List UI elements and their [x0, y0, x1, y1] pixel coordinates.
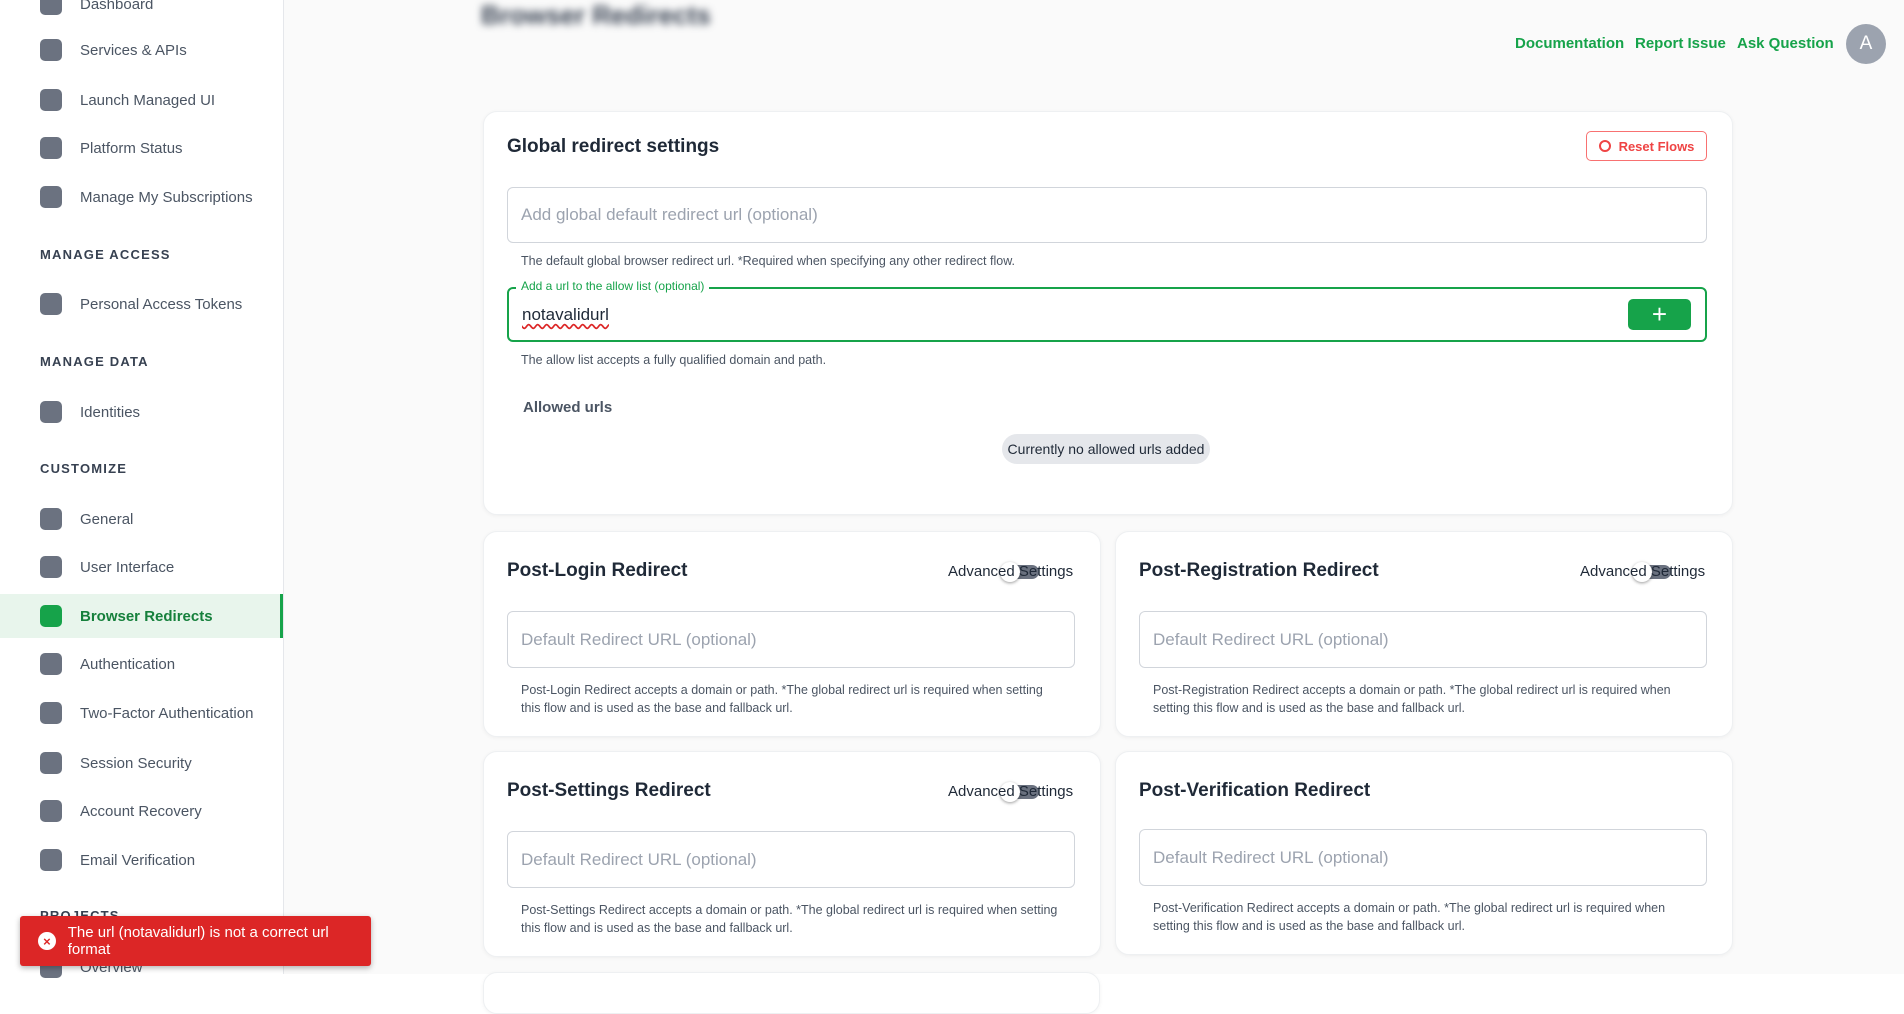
card-title: Post-Verification Redirect	[1139, 780, 1371, 801]
nav-item[interactable]: Services & APIs	[0, 28, 283, 72]
nav-item[interactable]: User Interface	[0, 545, 283, 589]
nav-icon	[40, 556, 62, 578]
nav-item[interactable]: Two-Factor Authentication	[0, 691, 283, 735]
nav-label: General	[80, 510, 134, 528]
helper-text: The default global browser redirect url.…	[521, 254, 1016, 268]
empty-pill: Currently no allowed urls added	[1002, 434, 1210, 464]
sidebar: Dashboard Services & APIs Launch Managed U…	[0, 0, 284, 978]
toggle-label: Advanced Settings	[948, 783, 1074, 800]
nav-icon	[40, 702, 62, 724]
header-link[interactable]: Ask Question	[1737, 35, 1834, 52]
nav-label: Authentication	[80, 655, 176, 673]
toast-message: The url (notavalidurl) is not a correct …	[67, 924, 329, 958]
toggle-label: Advanced Settings	[948, 563, 1074, 580]
nav-icon	[40, 653, 62, 675]
redirect-card: Post-Registration Redirect Advanced Setti…	[1115, 531, 1733, 737]
nav-item[interactable]: Manage My Subscriptions	[0, 175, 283, 219]
url-input[interactable]: Default Redirect URL (optional)	[507, 831, 1075, 888]
nav-icon	[40, 137, 62, 159]
nav-icon	[40, 89, 62, 111]
nav-icon	[40, 605, 62, 627]
nav-label: Launch Managed UI	[80, 91, 216, 109]
nav-label: Session Security	[80, 754, 192, 772]
nav-heading: MANAGE DATA	[40, 354, 149, 369]
helper-text: Post-Verification Redirect accepts a dom…	[1153, 901, 1666, 933]
toggle[interactable]	[1000, 562, 1039, 582]
nav-item[interactable]: Email Verification	[0, 838, 283, 882]
floating-label: Add a url to the allow list (optional)	[516, 279, 710, 293]
nav-item[interactable]: Session Security	[0, 741, 283, 785]
nav-label: Identities	[80, 403, 141, 421]
allow-input[interactable]: notavalidurl	[507, 287, 1707, 342]
nav-label: Platform Status	[80, 139, 183, 157]
nav-label: Two-Factor Authentication	[80, 704, 254, 722]
nav-icon	[40, 401, 62, 423]
nav-item[interactable]: Identities	[0, 390, 283, 434]
card-title: Post-Registration Redirect	[1139, 560, 1379, 581]
nav-label: User Interface	[80, 558, 175, 576]
nav-icon	[40, 0, 62, 15]
redirect-card: Post-Settings Redirect Advanced Settings D…	[483, 751, 1101, 957]
nav-label: Account Recovery	[80, 802, 202, 820]
nav-icon	[40, 293, 62, 315]
nav-item[interactable]: Dashboard	[0, 0, 283, 26]
nav-item[interactable]: Launch Managed UI	[0, 78, 283, 122]
toast: × The url (notavalidurl) is not a correc…	[20, 916, 371, 966]
reset-label: Reset Flows	[1618, 138, 1695, 154]
helper-text: Post-Registration Redirect accepts a dom…	[1153, 683, 1671, 715]
nav-label: Email Verification	[80, 851, 196, 869]
main: Browser Redirects Documentation Report Is…	[284, 0, 1904, 1014]
header-link[interactable]: Documentation	[1515, 35, 1625, 52]
section-title: Allowed urls	[523, 399, 613, 416]
nav-label: Manage My Subscriptions	[80, 188, 253, 206]
nav-icon	[40, 508, 62, 530]
toggle[interactable]	[1632, 562, 1671, 582]
add-button[interactable]: +	[1628, 299, 1691, 330]
card-title: Post-Login Redirect	[507, 560, 688, 581]
nav-heading: CUSTOMIZE	[40, 461, 128, 476]
nav-item[interactable]: Platform Status	[0, 126, 283, 170]
nav-icon	[40, 800, 62, 822]
nav-label: Personal Access Tokens	[80, 295, 243, 313]
helper-text: The allow list accepts a fully qualified…	[521, 353, 827, 367]
nav-label: Dashboard	[80, 0, 154, 13]
nav-icon	[40, 752, 62, 774]
redirect-card: Post-Login Redirect Advanced Settings Defa…	[483, 531, 1101, 737]
nav-icon	[40, 39, 62, 61]
card-title: Post-Settings Redirect	[507, 780, 711, 801]
url-input[interactable]: Default Redirect URL (optional)	[507, 611, 1075, 668]
redirect-card: Post-Verification Redirect Default Redire…	[1115, 751, 1733, 955]
page-title: Browser Redirects	[481, 0, 711, 30]
nav-item[interactable]: Authentication	[0, 642, 283, 686]
reset-button[interactable]: Reset Flows	[1586, 131, 1707, 161]
nav-label: Services & APIs	[80, 41, 187, 59]
avatar[interactable]: A	[1846, 24, 1886, 64]
global-card: Global redirect settings Reset Flows Add…	[483, 111, 1733, 515]
toggle-label: Advanced Settings	[1580, 563, 1706, 580]
header-link[interactable]: Report Issue	[1635, 35, 1726, 52]
helper-text: Post-Settings Redirect accepts a domain …	[521, 903, 1058, 935]
url-input[interactable]: Default Redirect URL (optional)	[1139, 611, 1707, 668]
nav-icon	[40, 849, 62, 871]
nav-heading: MANAGE ACCESS	[40, 247, 171, 262]
nav-label: Browser Redirects	[80, 607, 213, 625]
nav-item[interactable]: Browser Redirects	[0, 594, 283, 638]
nav-icon	[40, 186, 62, 208]
helper-text: Post-Login Redirect accepts a domain or …	[521, 683, 1043, 715]
card-partial	[483, 972, 1100, 1014]
url-input[interactable]: Default Redirect URL (optional)	[1139, 829, 1707, 886]
nav-item[interactable]: Account Recovery	[0, 789, 283, 833]
global-input[interactable]: Add global default redirect url (optiona…	[507, 187, 1707, 243]
nav-item[interactable]: General	[0, 497, 283, 541]
card-title: Global redirect settings	[507, 136, 720, 157]
toggle[interactable]	[1000, 782, 1039, 802]
nav-item[interactable]: Personal Access Tokens	[0, 282, 283, 326]
